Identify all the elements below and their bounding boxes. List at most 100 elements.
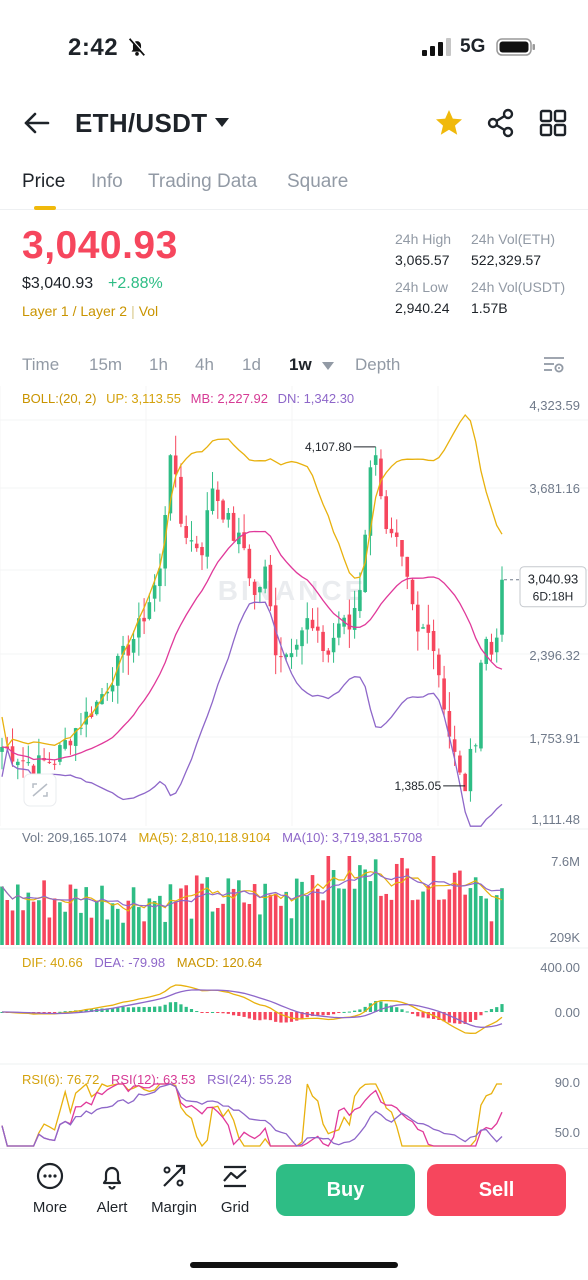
volume-bar <box>205 877 210 945</box>
volume-bar <box>331 870 336 945</box>
candlestick-chart[interactable]: BINANCE 4,107.80 1,385.05 3,040.93 6D:18H <box>0 386 588 1148</box>
macd-histogram-bar <box>347 1011 351 1013</box>
category-tags: Layer 1 / Layer 2 | Vol <box>22 303 159 319</box>
macd-histogram-bar <box>105 1008 109 1012</box>
macd-histogram-bar <box>168 1002 173 1012</box>
candle-body <box>205 510 210 557</box>
volume-bar <box>105 919 110 945</box>
macd-histogram-bar <box>458 1012 462 1024</box>
price-tick: 1,111.48 <box>531 812 580 827</box>
volume-bar <box>258 914 262 945</box>
volume-bar <box>237 880 241 945</box>
back-arrow-icon[interactable] <box>22 108 52 138</box>
margin-label: Margin <box>151 1199 197 1216</box>
macd-histogram-bar <box>395 1007 399 1012</box>
volume-bar <box>394 863 399 945</box>
tf-time[interactable]: Time <box>22 355 60 374</box>
more-button[interactable]: More <box>22 1161 78 1216</box>
countdown-label: 6D:18H <box>533 590 574 604</box>
high-label: 24h High <box>395 231 452 247</box>
tab-square[interactable]: Square <box>287 171 349 192</box>
price-change: +2.88% <box>108 275 163 292</box>
grid-view-icon[interactable] <box>538 108 568 138</box>
macd-histogram-bar <box>163 1004 167 1012</box>
volume-bar <box>147 898 152 945</box>
status-bar: 2:42 5G <box>0 0 588 96</box>
volume-bar <box>300 881 304 945</box>
macd-histogram-bar <box>274 1012 278 1022</box>
margin-button[interactable]: Margin <box>146 1161 202 1216</box>
low-value: 2,940.24 <box>395 300 450 316</box>
tab-price[interactable]: Price <box>22 171 66 192</box>
candle-body <box>452 739 457 752</box>
tf-1h[interactable]: 1h <box>149 355 168 374</box>
candle-body <box>147 602 152 619</box>
macd-histogram-bar <box>463 1012 467 1025</box>
share-icon[interactable] <box>486 108 516 138</box>
volume-bar <box>284 891 289 945</box>
macd-histogram-bar <box>147 1006 151 1012</box>
last-price-tag <box>519 566 587 608</box>
macd-histogram-bar <box>242 1012 246 1017</box>
grid-label: Grid <box>220 1199 250 1216</box>
candle-body <box>231 512 236 541</box>
tf-1w[interactable]: 1w <box>289 355 312 374</box>
pair-title[interactable]: ETH/USDT <box>75 108 208 138</box>
candle-body <box>21 760 25 762</box>
price-tick: 4,323.59 <box>529 398 580 413</box>
volume-bar <box>221 903 225 945</box>
volume-bar <box>352 888 357 945</box>
caret-down-icon[interactable] <box>214 116 230 128</box>
tab-info[interactable]: Info <box>91 171 123 192</box>
macd-histogram-bar <box>363 1006 367 1012</box>
grid-button[interactable]: Grid <box>207 1161 263 1216</box>
alert-button[interactable]: Alert <box>84 1161 140 1216</box>
candle-body <box>321 631 325 652</box>
volume-bar <box>179 888 183 945</box>
candle-body <box>463 773 467 792</box>
volume-bar <box>184 885 189 945</box>
candle-body <box>105 691 110 694</box>
candle-body <box>284 654 289 658</box>
tag-vol[interactable]: Vol <box>138 303 159 319</box>
macd-histogram-bar <box>279 1012 283 1023</box>
tag-layer[interactable]: Layer 1 / Layer 2 <box>22 303 128 319</box>
caret-down-icon[interactable] <box>322 362 334 370</box>
macd-histogram-bar <box>195 1011 199 1013</box>
candle-body <box>210 488 215 512</box>
volume-bar <box>121 922 125 945</box>
chart-settings-icon[interactable] <box>542 353 566 377</box>
macd-histogram-bar <box>337 1012 341 1013</box>
tf-1d[interactable]: 1d <box>242 355 261 374</box>
macd-histogram-bar <box>484 1011 488 1013</box>
candle-body <box>31 765 36 775</box>
bell-icon <box>102 1166 122 1190</box>
candle-body <box>373 455 378 465</box>
volume-bar <box>384 893 389 945</box>
buy-button[interactable]: Buy <box>276 1164 415 1216</box>
tf-15m[interactable]: 15m <box>89 355 123 374</box>
grid-trading-icon <box>223 1165 247 1188</box>
tf-4h[interactable]: 4h <box>195 355 214 374</box>
candle-body <box>15 761 20 766</box>
sell-button[interactable]: Sell <box>427 1164 566 1216</box>
macd-histogram-bar <box>400 1009 404 1012</box>
detail-tabs: Price Info Trading Data Square <box>0 166 588 210</box>
bell-muted-icon <box>128 37 147 56</box>
favorite-star-icon[interactable] <box>434 108 464 138</box>
volume-bar <box>458 870 462 945</box>
active-tab-indicator <box>34 206 56 210</box>
volume-bar <box>37 900 41 945</box>
volume-ma10-line <box>1 871 503 908</box>
volume-bar <box>315 888 320 945</box>
candle-body <box>473 745 478 747</box>
candle-body <box>258 587 262 593</box>
volume-bar <box>405 868 410 945</box>
tf-depth[interactable]: Depth <box>355 355 401 374</box>
volume-bar <box>484 898 489 945</box>
tab-trading-data[interactable]: Trading Data <box>148 171 258 192</box>
volume-bar <box>310 875 315 945</box>
candle-body <box>494 637 499 653</box>
volume-bar <box>79 912 83 945</box>
volume-bar <box>431 856 436 945</box>
